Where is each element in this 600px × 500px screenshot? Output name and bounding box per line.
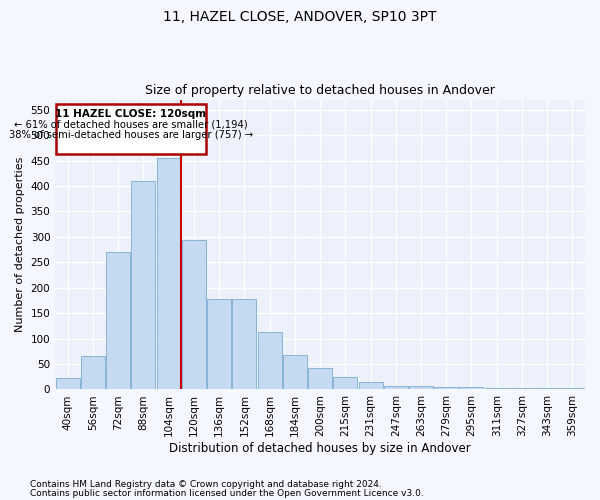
Bar xyxy=(485,388,509,390)
Bar xyxy=(257,332,281,390)
Bar xyxy=(81,356,105,390)
X-axis label: Distribution of detached houses by size in Andover: Distribution of detached houses by size … xyxy=(169,442,471,455)
Text: Contains HM Land Registry data © Crown copyright and database right 2024.: Contains HM Land Registry data © Crown c… xyxy=(30,480,382,489)
Bar xyxy=(535,388,559,390)
Bar xyxy=(157,158,181,390)
Text: ← 61% of detached houses are smaller (1,194): ← 61% of detached houses are smaller (1,… xyxy=(14,120,248,130)
Bar xyxy=(283,355,307,390)
Bar xyxy=(56,378,80,390)
Text: 11, HAZEL CLOSE, ANDOVER, SP10 3PT: 11, HAZEL CLOSE, ANDOVER, SP10 3PT xyxy=(163,10,437,24)
Text: Contains public sector information licensed under the Open Government Licence v3: Contains public sector information licen… xyxy=(30,488,424,498)
Bar xyxy=(384,386,408,390)
Text: 11 HAZEL CLOSE: 120sqm: 11 HAZEL CLOSE: 120sqm xyxy=(55,108,206,118)
Bar xyxy=(308,368,332,390)
Bar xyxy=(434,387,458,390)
Bar xyxy=(560,388,584,390)
Bar xyxy=(510,388,534,390)
Bar xyxy=(232,299,256,390)
Bar xyxy=(460,388,484,390)
Text: 38% of semi-detached houses are larger (757) →: 38% of semi-detached houses are larger (… xyxy=(9,130,253,140)
Bar xyxy=(334,376,357,390)
FancyBboxPatch shape xyxy=(56,104,206,154)
Bar xyxy=(106,252,130,390)
Title: Size of property relative to detached houses in Andover: Size of property relative to detached ho… xyxy=(145,84,495,97)
Bar xyxy=(359,382,383,390)
Bar xyxy=(131,181,155,390)
Y-axis label: Number of detached properties: Number of detached properties xyxy=(15,157,25,332)
Bar xyxy=(409,386,433,390)
Bar xyxy=(182,240,206,390)
Bar xyxy=(207,299,231,390)
